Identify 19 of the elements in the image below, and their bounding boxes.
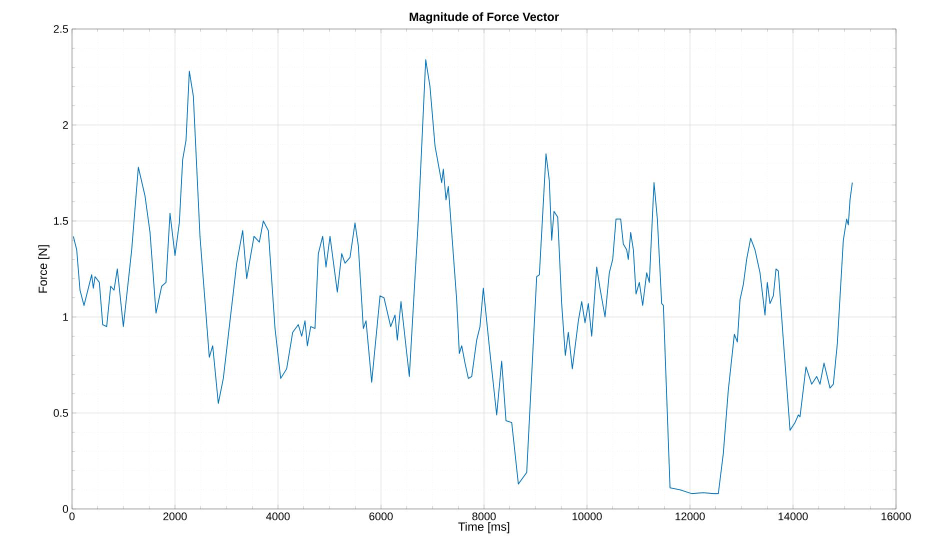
y-axis-title: Force [N] (38, 245, 50, 293)
line-series (72, 59, 853, 494)
x-axis-title: Time [ms] (458, 522, 510, 534)
y-tick-label: 0.5 (54, 409, 68, 417)
x-tick-label: 16000 (882, 512, 911, 520)
x-tick-label: 12000 (676, 512, 705, 520)
y-tick-label: 2 (62, 121, 68, 129)
x-tick-label: 8000 (472, 512, 496, 520)
y-tick-label: 1.5 (54, 217, 68, 225)
y-tick-label: 1 (63, 313, 68, 321)
x-tick-label: 10000 (572, 512, 602, 520)
x-tick-label: 2000 (163, 512, 187, 520)
x-tick-label: 0 (69, 512, 75, 520)
chart-title: Magnitude of Force Vector (410, 12, 559, 24)
y-tick-label: 0 (62, 505, 68, 513)
x-tick-label: 6000 (369, 512, 393, 520)
y-tick-label: 2.5 (54, 25, 68, 33)
x-tick-label: 4000 (266, 512, 290, 520)
x-tick-label: 14000 (778, 512, 808, 520)
